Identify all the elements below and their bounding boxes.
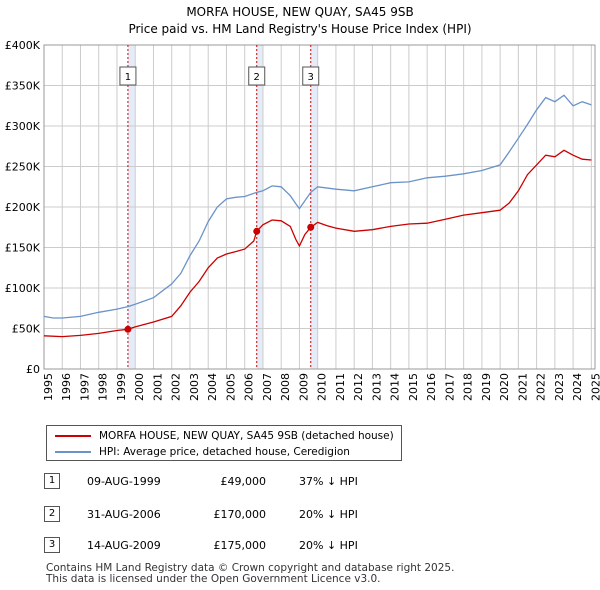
x-tick-label: 2004 <box>206 373 219 401</box>
sale-marker-label: 3 <box>308 72 314 83</box>
x-tick-label: 2011 <box>334 373 347 401</box>
x-tick-label: 2001 <box>151 373 164 401</box>
x-tick-label: 2010 <box>316 373 329 401</box>
x-tick-label: 2013 <box>370 373 383 401</box>
price-chart: £0 £50K £100K £150K £200K £250K £300K £350K £400… <box>5 39 600 401</box>
x-tick-label: 2005 <box>224 373 237 401</box>
sale-badge: 1 <box>44 473 60 489</box>
x-tick-label: 2007 <box>261 373 274 401</box>
x-tick-label: 2003 <box>188 373 201 401</box>
y-tick-label: £250K <box>5 161 41 174</box>
sale-marker-box <box>119 66 137 86</box>
x-tick-label: 2015 <box>407 373 420 401</box>
y-tick-label: £200K <box>5 201 41 214</box>
sale-point <box>124 325 132 333</box>
sale-price: £49,000 <box>220 475 267 488</box>
x-tick-label: 1995 <box>42 373 55 401</box>
y-tick-label: £400K <box>5 39 41 52</box>
legend-swatch-hpi <box>55 451 91 453</box>
x-tick-label: 2022 <box>535 373 548 401</box>
x-tick-label: 2018 <box>462 373 475 401</box>
x-tick-label: 2009 <box>297 373 310 401</box>
sale-hpi-diff: 37% ↓ HPI <box>299 475 358 488</box>
y-tick-label: £150K <box>5 242 41 255</box>
x-tick-label: 2002 <box>170 373 183 401</box>
sale-price: £170,000 <box>213 508 267 521</box>
footer-licence: This data is licensed under the Open Gov… <box>46 573 381 585</box>
sale-date: 14-AUG-2009 <box>87 539 161 552</box>
x-tick-label: 2017 <box>443 373 456 401</box>
chart-subtitle: Price paid vs. HM Land Registry's House … <box>128 22 472 36</box>
sale-point <box>253 227 261 235</box>
sale-marker-box <box>302 66 320 86</box>
x-tick-label: 2000 <box>133 373 146 401</box>
x-tick-label: 2012 <box>352 373 365 401</box>
y-tick-label: £100K <box>5 282 41 295</box>
x-tick-label: 1996 <box>60 373 73 401</box>
sale-marker-box <box>248 66 266 86</box>
y-tick-label: £0 <box>26 363 40 376</box>
x-tick-label: 2016 <box>425 373 438 401</box>
x-tick-label: 2024 <box>571 373 584 401</box>
x-tick-label: 2019 <box>480 373 493 401</box>
x-tick-label: 2006 <box>243 373 256 401</box>
sale-marker-label: 1 <box>125 72 131 83</box>
sale-badge: 3 <box>44 537 60 553</box>
sale-date: 09-AUG-1999 <box>87 475 161 488</box>
sale-badge: 2 <box>44 506 60 522</box>
y-tick-label: £350K <box>5 80 41 93</box>
x-tick-label: 2020 <box>498 373 511 401</box>
plot-frame <box>43 44 596 370</box>
footer-copyright: Contains HM Land Registry data © Crown c… <box>46 562 455 574</box>
legend-label-hpi: HPI: Average price, detached house, Cere… <box>99 446 350 458</box>
x-tick-label: 2025 <box>589 373 600 401</box>
legend: MORFA HOUSE, NEW QUAY, SA45 9SB (detache… <box>46 425 402 461</box>
chart-title: MORFA HOUSE, NEW QUAY, SA45 9SB <box>186 5 414 19</box>
legend-swatch-price <box>55 435 91 437</box>
x-tick-label: 2014 <box>389 373 402 401</box>
x-tick-label: 1999 <box>115 373 128 401</box>
legend-label-price: MORFA HOUSE, NEW QUAY, SA45 9SB (detache… <box>99 430 394 442</box>
x-tick-label: 2023 <box>553 373 566 401</box>
sale-price: £175,000 <box>213 539 267 552</box>
x-tick-label: 2021 <box>516 373 529 401</box>
price-paid-line <box>43 149 592 338</box>
y-tick-label: £300K <box>5 120 41 133</box>
sale-hpi-diff: 20% ↓ HPI <box>299 508 358 521</box>
sale-point <box>307 223 315 231</box>
sale-date: 31-AUG-2006 <box>87 508 161 521</box>
hpi-line <box>43 94 592 319</box>
x-tick-label: 2008 <box>279 373 292 401</box>
x-tick-label: 1998 <box>97 373 110 401</box>
sale-hpi-diff: 20% ↓ HPI <box>299 539 358 552</box>
sale-marker-label: 2 <box>254 72 260 83</box>
y-tick-label: £50K <box>12 323 41 336</box>
x-tick-label: 1997 <box>78 373 91 401</box>
